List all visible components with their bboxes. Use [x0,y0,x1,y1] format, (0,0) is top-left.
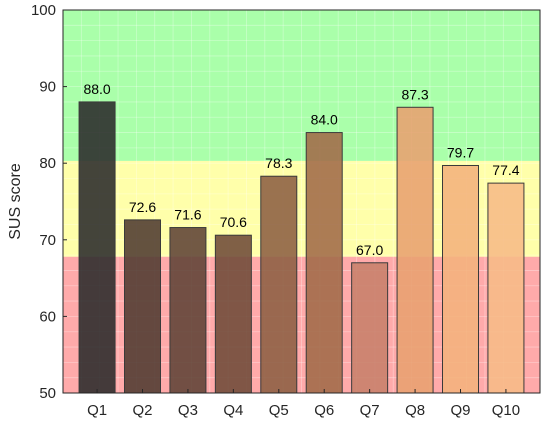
data-label-q1: 88.0 [83,81,110,97]
data-labels: 88.0 72.6 71.6 70.6 78.3 84.0 67.0 87.3 79.7 77.4 [83,81,519,258]
data-label-q2: 72.6 [129,199,156,215]
y-tick-label-90: 90 [39,79,56,96]
bar-q1 [78,101,116,394]
bar-q6 [305,132,343,394]
bar-q4 [214,234,252,394]
x-tick-label-q9: Q9 [450,402,470,419]
data-label-q7: 67.0 [356,242,383,258]
x-tick-label-q5: Q5 [269,402,289,419]
y-tick-label-60: 60 [39,308,56,325]
bar-q3 [169,227,207,394]
data-label-q10: 77.4 [492,162,519,178]
x-tick-label-q8: Q8 [405,402,425,419]
x-axis-ticks: Q1 Q2 Q3 Q4 Q5 Q6 Q7 Q8 Q9 Q10 [87,389,520,419]
y-tick-label-80: 80 [39,155,56,172]
bar-q9 [442,164,479,394]
bar-q5 [260,175,298,394]
data-label-q4: 70.6 [220,214,247,230]
y-axis-label: SUS score [7,163,24,240]
bar-q7 [351,262,389,394]
y-tick-label-70: 70 [39,232,56,249]
x-tick-label-q7: Q7 [360,402,380,419]
data-label-q8: 87.3 [401,86,428,102]
data-label-q9: 79.7 [447,144,474,160]
bar-q8 [396,106,434,394]
x-tick-label-q3: Q3 [178,402,198,419]
data-label-q5: 78.3 [265,155,292,171]
data-label-q6: 84.0 [311,112,338,128]
bar-q2 [124,219,161,394]
x-tick-label-q6: Q6 [314,402,334,419]
x-tick-label-q2: Q2 [132,402,152,419]
data-label-q3: 71.6 [174,207,201,223]
y-axis-ticks: 50 60 70 80 90 100 [31,2,67,402]
plot-frame [62,9,541,394]
y-tick-label-50: 50 [39,385,56,402]
band-2 [63,10,540,161]
bar-q10 [487,182,525,394]
x-tick-label-q10: Q10 [492,402,520,419]
x-tick-label-q1: Q1 [87,402,107,419]
x-tick-label-q4: Q4 [223,402,243,419]
y-tick-label-100: 100 [31,2,56,19]
bars [78,101,525,394]
